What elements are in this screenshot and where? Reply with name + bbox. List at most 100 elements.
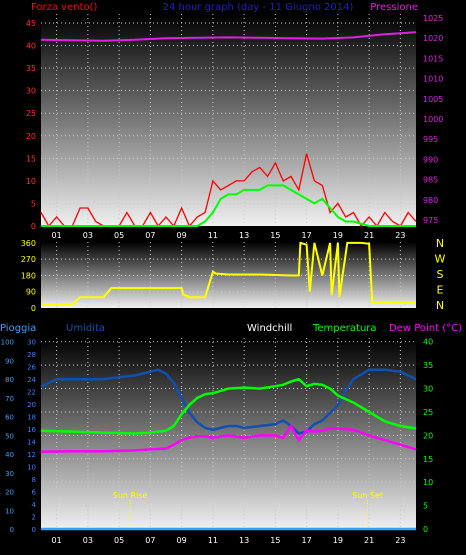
compass-label: E (437, 284, 444, 297)
direction-tick-label: 90 (26, 288, 36, 297)
pressure-tick-label: 1000 (423, 115, 443, 124)
dewpoint-legend-label: Dew Point (°C) (389, 323, 462, 334)
pressure-tick-label: 995 (423, 135, 438, 144)
temperature-tick-label: 30 (423, 385, 433, 394)
hour-tick-label: 01 (52, 536, 62, 545)
rain-tick-label: 70 (5, 395, 14, 403)
pressure-tick-label: 1015 (423, 54, 443, 63)
temperature-tick-label: 15 (423, 455, 433, 464)
compass-label: W (435, 253, 446, 266)
humidity-tick-label: 18 (27, 414, 36, 422)
sun-marker-label: Sun Rise (113, 491, 148, 500)
pressure-tick-label: 1010 (423, 75, 443, 84)
wind-tick-label: 10 (26, 177, 36, 186)
hour-tick-label: 21 (364, 536, 374, 545)
humidity-tick-label: 16 (27, 426, 36, 434)
humidity-tick-label: 28 (27, 351, 36, 359)
direction-tick-label: 0 (31, 304, 36, 313)
temperature-line (40, 377, 417, 435)
rain-tick-label: 30 (5, 470, 14, 478)
compass-label: N (436, 299, 444, 312)
hour-tick-label: 13 (239, 536, 249, 545)
hour-tick-label: 11 (208, 231, 218, 240)
pressure-tick-label: 985 (423, 176, 438, 185)
hour-tick-label: 19 (333, 231, 343, 240)
hour-tick-label: 21 (364, 231, 374, 240)
pressure-tick-label: 1005 (423, 95, 443, 104)
humidity-tick-label: 2 (32, 514, 36, 522)
pressure-tick-label: 975 (423, 216, 438, 225)
humidity-tick-label: 12 (27, 451, 36, 459)
wind-pressure-plot-area (41, 14, 416, 226)
humidity-tick-label: 22 (27, 389, 36, 397)
rain-tick-label: 40 (5, 451, 14, 459)
pressure-axis-label: Pressione (370, 2, 418, 13)
wind-tick-label: 45 (26, 19, 36, 28)
hour-tick-label: 05 (114, 231, 124, 240)
compass-label: N (436, 237, 444, 250)
hour-tick-label: 07 (145, 536, 155, 545)
compass-label: S (437, 268, 444, 281)
hour-tick-label: 23 (395, 536, 405, 545)
hour-tick-label: 17 (302, 536, 312, 545)
temperature-tick-label: 0 (423, 525, 428, 534)
direction-tick-label: 180 (21, 271, 36, 280)
pressure-tick-label: 1020 (423, 34, 443, 43)
direction-tick-label: 270 (21, 255, 36, 264)
hour-tick-label: 09 (177, 536, 187, 545)
humidity-tick-label: 30 (27, 339, 36, 347)
humidity-tick-label: 6 (32, 489, 37, 497)
wind-tick-label: 30 (26, 87, 36, 96)
temperature-tick-label: 5 (423, 502, 428, 511)
rain-tick-label: 0 (10, 526, 14, 534)
hour-tick-label: 01 (52, 231, 62, 240)
rain-tick-label: 90 (5, 357, 14, 365)
rain-axis-label: Pioggia (0, 323, 36, 334)
humidity-tick-label: 0 (32, 526, 36, 534)
pressure-tick-label: 990 (423, 155, 438, 164)
direction-tick-label: 360 (21, 239, 36, 248)
wind-tick-label: 35 (26, 64, 36, 73)
temperature-tick-label: 10 (423, 478, 433, 487)
wind-line (41, 184, 416, 227)
wind-tick-label: 40 (26, 42, 36, 51)
humidity-tick-label: 4 (32, 501, 37, 509)
humidity-tick-label: 8 (32, 476, 36, 484)
rain-tick-label: 100 (1, 339, 14, 347)
temperature-tick-label: 20 (423, 431, 433, 440)
wind-axis-label: Forza vento() (31, 2, 98, 13)
humidity-axis-label: Umidita (66, 323, 105, 334)
wind-tick-label: 15 (26, 154, 36, 163)
wind-tick-label: 20 (26, 132, 36, 141)
hour-tick-label: 17 (302, 231, 312, 240)
wind-tick-label: 5 (31, 199, 36, 208)
humidity-tick-label: 26 (27, 364, 36, 372)
rain-tick-label: 80 (5, 376, 14, 384)
wind-tick-label: 25 (26, 109, 36, 118)
temperature-tick-label: 40 (423, 338, 433, 347)
humidity-tick-label: 10 (27, 464, 36, 472)
chart-title: 24 hour graph (day - 11 Giugno 2014) (163, 2, 354, 13)
pressure-tick-label: 1025 (423, 14, 443, 23)
hour-tick-label: 19 (333, 536, 343, 545)
hour-tick-label: 15 (270, 231, 280, 240)
rain-tick-label: 60 (5, 414, 14, 422)
wind-tick-label: 0 (31, 222, 36, 231)
hour-tick-label: 03 (83, 536, 93, 545)
rain-tick-label: 20 (5, 489, 14, 497)
temperature-legend-label: Temperatura (312, 323, 377, 334)
hour-tick-label: 15 (270, 536, 280, 545)
humidity-tick-label: 20 (27, 401, 36, 409)
hour-tick-label: 13 (239, 231, 249, 240)
pressure-tick-label: 980 (423, 196, 438, 205)
dewpoint-line (40, 423, 417, 454)
hour-tick-label: 23 (395, 231, 405, 240)
direction-line (41, 241, 416, 306)
pressure-line (40, 31, 417, 42)
hour-tick-label: 11 (208, 536, 218, 545)
humidity-line (40, 368, 417, 435)
temperature-tick-label: 25 (423, 408, 433, 417)
